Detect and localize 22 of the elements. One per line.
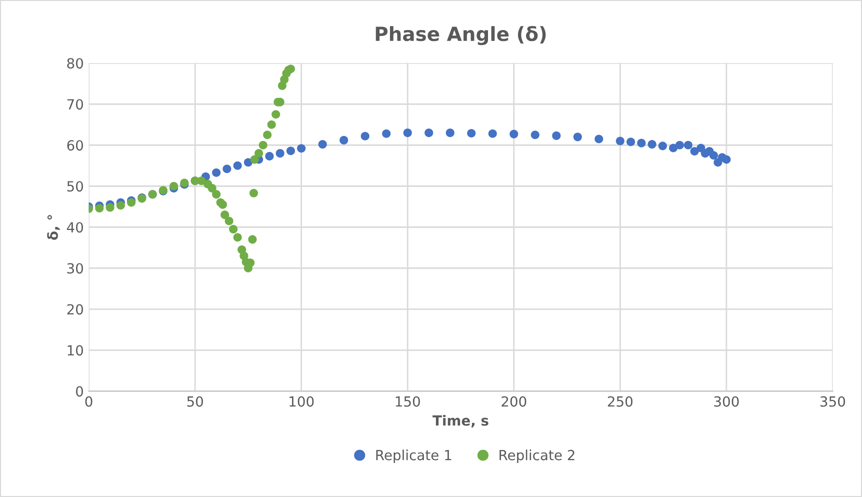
- legend-label: Replicate 2: [500, 450, 574, 464]
- x-tick-label: 0: [85, 396, 92, 407]
- x-tick-label: 300: [714, 396, 739, 407]
- x-tick-label: 50: [187, 396, 203, 407]
- y-tick-label: 0: [76, 386, 84, 397]
- x-axis-title: Time, s: [432, 414, 488, 428]
- y-tick-label: 50: [67, 181, 83, 192]
- y-tick-label: 20: [67, 304, 83, 315]
- y-tick-label: 80: [67, 58, 83, 69]
- y-tick-label: 60: [67, 140, 83, 151]
- y-axis-title: δ, °: [47, 215, 60, 240]
- x-tick-label: 350: [820, 396, 846, 407]
- y-tick-label: 40: [66, 222, 83, 233]
- legend-label: Replicate 1: [376, 450, 452, 464]
- x-tick-label: 100: [290, 396, 314, 407]
- x-tick-label: 250: [608, 396, 632, 407]
- y-tick-label: 10: [68, 345, 83, 356]
- x-tick-label: 150: [396, 396, 420, 407]
- chart-title: Phase Angle (δ): [376, 26, 546, 46]
- y-tick-label: 30: [67, 263, 83, 274]
- x-tick-label: 200: [502, 396, 526, 407]
- y-tick-label: 70: [67, 99, 83, 110]
